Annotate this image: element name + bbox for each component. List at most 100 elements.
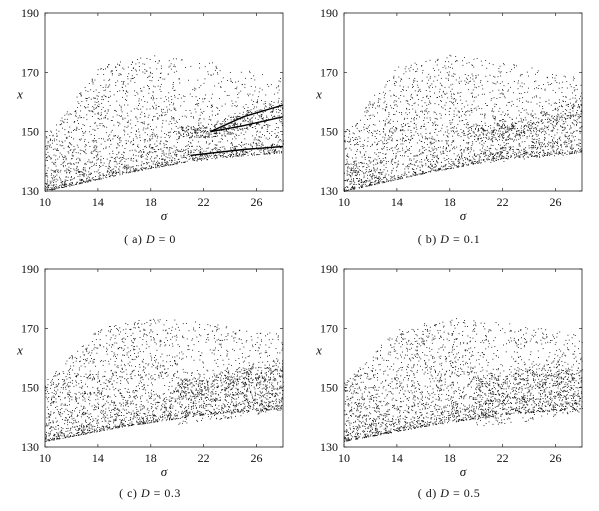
scatter-point xyxy=(448,163,450,164)
scatter-point xyxy=(153,116,154,118)
scatter-point xyxy=(514,67,515,69)
scatter-point xyxy=(504,150,506,151)
scatter-point xyxy=(406,114,408,116)
scatter-point xyxy=(444,65,446,67)
scatter-point xyxy=(163,146,165,148)
scatter-point xyxy=(215,126,216,128)
scatter-point xyxy=(147,77,149,78)
scatter-point xyxy=(544,119,546,120)
scatter-point xyxy=(280,147,281,148)
scatter-point xyxy=(234,88,236,89)
scatter-point xyxy=(57,187,59,189)
scatter-point xyxy=(433,80,435,82)
scatter-point xyxy=(201,155,203,157)
scatter-point xyxy=(232,152,234,154)
scatter-point xyxy=(53,188,54,190)
scatter-point xyxy=(392,120,394,122)
scatter-point xyxy=(162,120,164,121)
scatter-point xyxy=(201,155,203,156)
scatter-point xyxy=(403,138,405,139)
scatter-point xyxy=(380,161,381,163)
scatter-point xyxy=(458,135,460,137)
scatter-point xyxy=(371,176,373,178)
scatter-point xyxy=(438,140,440,142)
scatter-point xyxy=(79,153,81,155)
scatter-point xyxy=(576,124,577,126)
scatter-point xyxy=(441,96,443,98)
scatter-point xyxy=(63,166,64,168)
scatter-point xyxy=(366,111,368,113)
scatter-point xyxy=(136,70,137,72)
scatter-point xyxy=(46,190,48,192)
scatter-point xyxy=(544,127,546,129)
scatter-point xyxy=(396,179,398,180)
scatter-point xyxy=(503,95,505,97)
scatter-point xyxy=(230,132,232,134)
scatter-point xyxy=(440,117,442,119)
scatter-point xyxy=(130,78,132,80)
scatter-point xyxy=(543,150,545,152)
scatter-point xyxy=(88,141,90,143)
scatter-point xyxy=(469,159,471,161)
scatter-point xyxy=(403,130,405,132)
scatter-point xyxy=(525,152,527,154)
scatter-point xyxy=(344,180,346,181)
scatter-point xyxy=(226,133,228,135)
scatter-point xyxy=(439,168,441,170)
scatter-point xyxy=(230,119,232,121)
y-tick-label: 150 xyxy=(21,125,39,139)
scatter-point xyxy=(195,157,196,159)
scatter-point xyxy=(567,124,569,126)
scatter-point xyxy=(236,134,237,136)
scatter-point xyxy=(193,117,194,119)
scatter-point xyxy=(223,146,225,148)
scatter-point xyxy=(505,140,507,141)
scatter-point xyxy=(378,182,380,184)
scatter-point xyxy=(174,158,176,159)
scatter-point xyxy=(451,161,453,162)
scatter-point xyxy=(355,160,357,162)
scatter-point xyxy=(148,165,150,167)
scatter-point xyxy=(163,142,165,144)
scatter-point xyxy=(255,101,257,103)
scatter-point xyxy=(224,91,226,92)
scatter-point xyxy=(414,172,416,173)
scatter-point xyxy=(463,149,465,151)
scatter-point xyxy=(479,134,481,136)
scatter-point xyxy=(95,179,97,180)
scatter-point xyxy=(511,124,513,126)
scatter-point xyxy=(370,146,372,147)
scatter-point xyxy=(507,136,509,137)
scatter-point xyxy=(367,185,369,187)
scatter-point xyxy=(542,154,543,156)
scatter-point xyxy=(223,130,225,132)
scatter-point xyxy=(427,159,428,161)
scatter-point xyxy=(62,155,63,157)
scatter-point xyxy=(186,154,188,156)
scatter-point xyxy=(502,156,503,158)
scatter-point xyxy=(80,171,82,173)
scatter-point xyxy=(469,114,471,116)
scatter-point xyxy=(452,102,453,104)
scatter-point xyxy=(369,162,371,164)
scatter-point xyxy=(371,170,372,172)
scatter-point xyxy=(426,76,428,78)
scatter-point xyxy=(345,148,346,150)
scatter-point xyxy=(237,97,239,99)
scatter-point xyxy=(419,169,421,171)
scatter-point xyxy=(485,134,487,136)
scatter-point xyxy=(100,162,102,164)
scatter-point xyxy=(157,163,159,164)
scatter-point xyxy=(564,135,566,137)
scatter-point xyxy=(521,154,523,156)
scatter-point xyxy=(356,123,358,125)
scatter-point xyxy=(562,149,564,151)
scatter-point xyxy=(164,160,165,162)
scatter-point xyxy=(451,97,453,99)
scatter-point xyxy=(181,126,182,128)
scatter-point xyxy=(215,65,217,67)
scatter-point xyxy=(234,147,236,149)
scatter-point xyxy=(172,151,174,153)
scatter-point xyxy=(176,122,178,123)
scatter-point xyxy=(150,72,152,74)
